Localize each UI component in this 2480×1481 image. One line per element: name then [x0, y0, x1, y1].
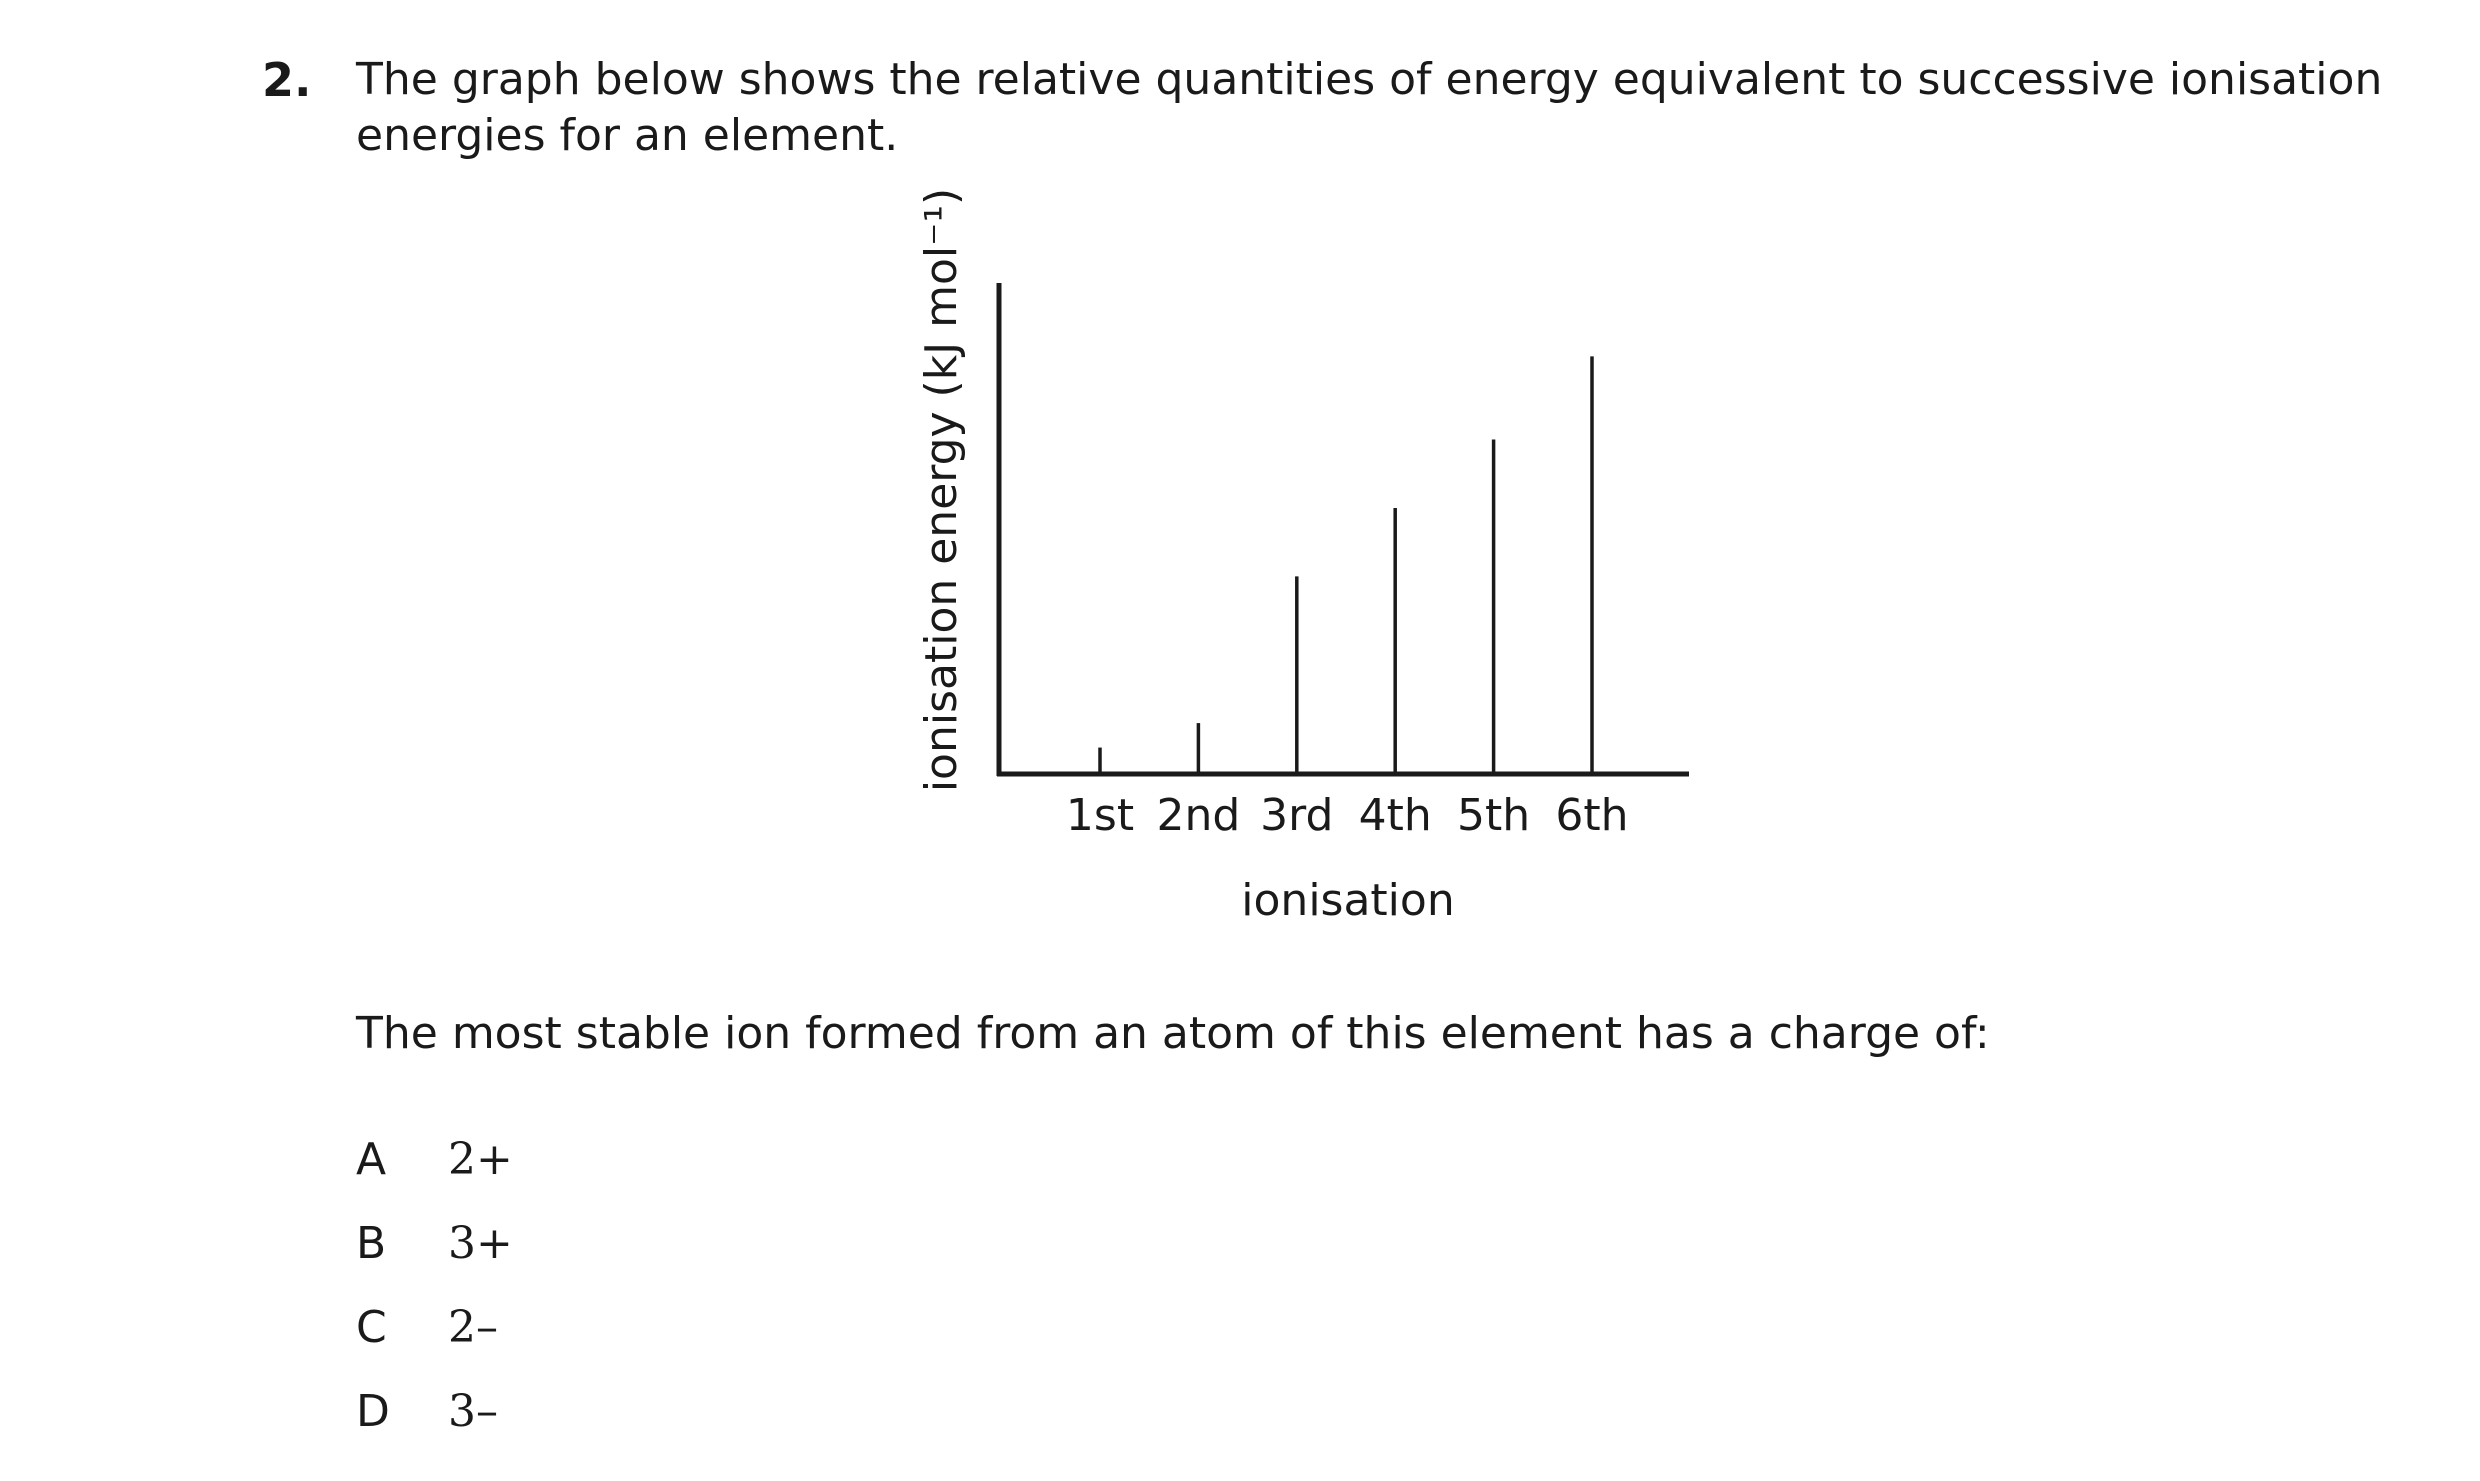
- option-value: 2–: [448, 1302, 498, 1353]
- y-axis-title-text: ionisation energy (kJ mol⁻¹): [916, 188, 967, 792]
- ionisation-energy-chart: ionisation energy (kJ mol⁻¹) 1st 2nd 3rd 4t…: [916, 188, 1689, 926]
- x-tick-label: 6th: [1555, 790, 1628, 841]
- option-value: 3+: [448, 1218, 513, 1269]
- option-letter: B: [356, 1218, 387, 1269]
- question-number: 2.: [262, 53, 312, 107]
- x-tick-label: 2nd: [1156, 790, 1240, 841]
- x-tick-labels: 1st 2nd 3rd 4th 5th 6th: [1066, 790, 1629, 841]
- question-text: The graph below shows the relative quant…: [356, 54, 2383, 161]
- x-axis-title: ionisation: [1241, 875, 1454, 926]
- x-tick-label: 1st: [1066, 790, 1134, 841]
- option-letter: C: [356, 1302, 387, 1353]
- x-tick-label: 3rd: [1260, 790, 1333, 841]
- question-stem: The most stable ion formed from an atom …: [356, 1008, 1990, 1059]
- bar-series: [1098, 356, 1594, 772]
- option-letter: D: [356, 1386, 390, 1437]
- y-axis-title: ionisation energy (kJ mol⁻¹): [916, 188, 967, 792]
- option-value: 3–: [448, 1386, 498, 1437]
- option-value: 2+: [448, 1134, 513, 1185]
- x-tick-label: 4th: [1359, 790, 1432, 841]
- option-letter: A: [356, 1134, 387, 1185]
- x-tick-label: 5th: [1457, 790, 1530, 841]
